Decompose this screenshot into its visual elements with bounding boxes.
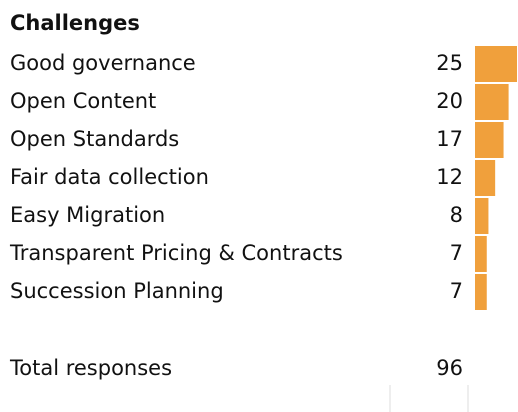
value-label: 8 — [450, 203, 463, 227]
category-label: Transparent Pricing & Contracts — [9, 241, 343, 265]
bar — [475, 236, 487, 272]
bar — [475, 46, 517, 82]
bar — [475, 160, 496, 196]
bar — [475, 84, 509, 120]
total-value: 96 — [436, 356, 463, 380]
value-label: 25 — [436, 51, 463, 75]
value-label: 12 — [436, 165, 463, 189]
total-label: Total responses — [9, 356, 172, 380]
value-label: 20 — [436, 89, 463, 113]
value-label: 17 — [436, 127, 463, 151]
chart-title: Challenges — [10, 11, 140, 35]
category-label: Open Content — [10, 89, 156, 113]
category-label: Good governance — [10, 51, 196, 75]
category-label: Fair data collection — [10, 165, 209, 189]
bar — [475, 122, 504, 158]
category-label: Easy Migration — [10, 203, 165, 227]
category-label: Open Standards — [10, 127, 179, 151]
value-label: 7 — [450, 279, 463, 303]
bar — [475, 274, 487, 310]
category-label: Succession Planning — [10, 279, 224, 303]
bar — [475, 198, 489, 234]
value-label: 7 — [450, 241, 463, 265]
